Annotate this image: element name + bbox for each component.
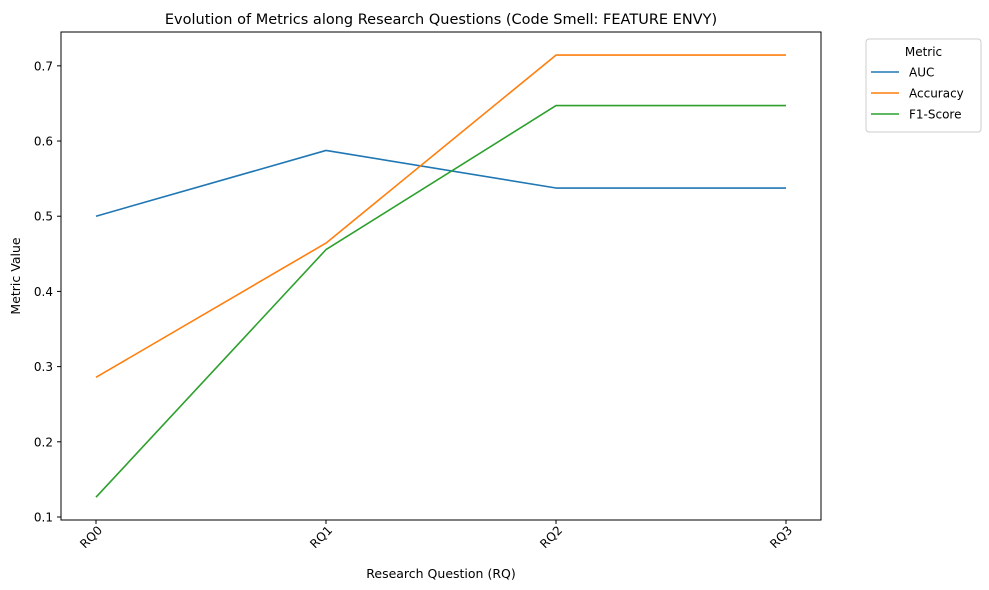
x-tick-label: RQ0 xyxy=(77,523,105,551)
plot-area: 0.1 0.2 0.3 0.4 0.5 0.6 0.7 RQ0 RQ1 RQ2 RQ3 xyxy=(34,31,822,551)
legend-title: Metric xyxy=(905,45,942,59)
legend: Metric AUC Accuracy F1-Score xyxy=(865,38,982,133)
y-tick-label: 0.3 xyxy=(34,360,53,374)
legend-entry: AUC xyxy=(909,66,934,80)
series-line-accuracy xyxy=(95,54,786,379)
legend-entry: Accuracy xyxy=(909,87,964,101)
y-tick-label: 0.5 xyxy=(34,210,53,224)
y-axis-label: Metric Value xyxy=(8,237,23,314)
chart-title: Evolution of Metrics along Research Ques… xyxy=(165,12,717,28)
x-tick-label: RQ3 xyxy=(767,523,795,551)
x-tick-label: RQ2 xyxy=(537,523,565,551)
series-line-f1-score xyxy=(95,104,786,498)
x-tick-label: RQ1 xyxy=(307,523,335,551)
y-tick-label: 0.6 xyxy=(34,135,53,149)
y-tick-label: 0.7 xyxy=(34,59,53,73)
y-tick-label: 0.4 xyxy=(34,285,53,299)
x-axis-label: Research Question (RQ) xyxy=(366,566,515,581)
axes-frame xyxy=(60,31,822,521)
legend-entry: F1-Score xyxy=(909,108,961,122)
y-tick-label: 0.1 xyxy=(34,510,53,524)
series-line-auc xyxy=(95,149,786,217)
legend-box xyxy=(865,38,982,133)
y-tick-label: 0.2 xyxy=(34,435,53,449)
